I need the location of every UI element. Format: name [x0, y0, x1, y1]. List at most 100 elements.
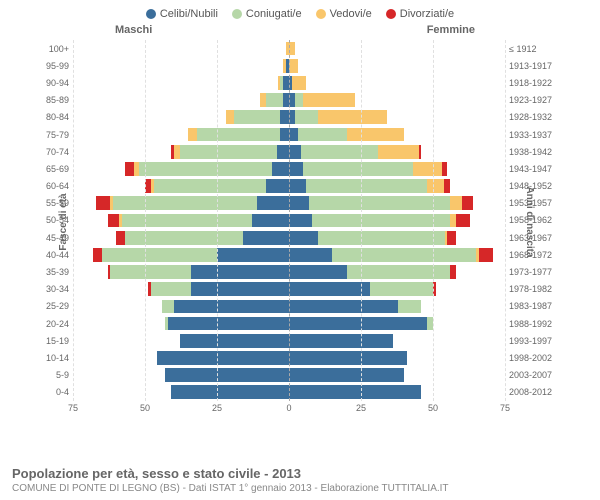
- seg-married: [332, 248, 476, 262]
- seg-married: [266, 93, 283, 107]
- grid-line: [433, 40, 434, 401]
- seg-single: [289, 162, 303, 176]
- age-label: 45-49: [35, 233, 69, 243]
- seg-single: [174, 300, 289, 314]
- seg-divorced: [479, 248, 493, 262]
- seg-widowed: [450, 196, 462, 210]
- seg-married: [151, 282, 191, 296]
- seg-married: [312, 214, 450, 228]
- seg-married: [125, 231, 243, 245]
- seg-single: [257, 196, 289, 210]
- seg-married: [180, 145, 278, 159]
- female-bar: [289, 59, 505, 73]
- seg-divorced: [96, 196, 110, 210]
- year-label: 1918-1922: [509, 78, 565, 88]
- chart-subtitle: COMUNE DI PONTE DI LEGNO (BS) - Dati IST…: [12, 483, 588, 494]
- male-bar: [73, 110, 289, 124]
- age-label: 30-34: [35, 284, 69, 294]
- seg-single: [243, 231, 289, 245]
- x-axis: 7550250255075: [73, 403, 505, 419]
- male-bar: [73, 179, 289, 193]
- seg-widowed: [292, 76, 306, 90]
- female-bar: [289, 214, 505, 228]
- female-label: Femmine: [427, 24, 475, 36]
- seg-single: [266, 179, 289, 193]
- male-bar: [73, 231, 289, 245]
- legend-swatch: [316, 9, 326, 19]
- seg-single: [289, 368, 404, 382]
- age-label: 20-24: [35, 319, 69, 329]
- seg-married: [139, 162, 271, 176]
- seg-married: [234, 110, 280, 124]
- age-label: 60-64: [35, 181, 69, 191]
- year-label: 1963-1967: [509, 233, 565, 243]
- year-label: 1948-1952: [509, 181, 565, 191]
- legend-swatch: [386, 9, 396, 19]
- year-label: 1968-1972: [509, 250, 565, 260]
- seg-single: [289, 265, 347, 279]
- male-bar: [73, 93, 289, 107]
- seg-married: [398, 300, 421, 314]
- age-label: 95-99: [35, 61, 69, 71]
- seg-single: [191, 265, 289, 279]
- legend-item: Divorziati/e: [386, 8, 454, 20]
- seg-widowed: [427, 179, 444, 193]
- year-label: 1958-1962: [509, 215, 565, 225]
- legend-label: Divorziati/e: [400, 8, 454, 20]
- male-bar: [73, 351, 289, 365]
- age-label: 5-9: [35, 370, 69, 380]
- seg-single: [289, 317, 427, 331]
- female-bar: [289, 162, 505, 176]
- age-label: 35-39: [35, 267, 69, 277]
- seg-married: [370, 282, 433, 296]
- chart-title: Popolazione per età, sesso e stato civil…: [12, 466, 588, 481]
- seg-divorced: [462, 196, 474, 210]
- seg-widowed: [413, 162, 442, 176]
- seg-married: [295, 110, 318, 124]
- seg-married: [102, 248, 217, 262]
- grid-line: [361, 40, 362, 401]
- seg-single: [289, 351, 407, 365]
- x-tick: 50: [428, 403, 438, 413]
- seg-single: [252, 214, 289, 228]
- female-bar: [289, 282, 505, 296]
- female-bar: [289, 385, 505, 399]
- female-bar: [289, 128, 505, 142]
- age-label: 85-89: [35, 95, 69, 105]
- age-label: 100+: [35, 44, 69, 54]
- seg-single: [289, 300, 398, 314]
- seg-single: [277, 145, 289, 159]
- female-bar: [289, 317, 505, 331]
- seg-divorced: [442, 162, 448, 176]
- seg-married: [301, 145, 379, 159]
- male-bar: [73, 317, 289, 331]
- seg-married: [154, 179, 266, 193]
- x-tick: 25: [356, 403, 366, 413]
- seg-widowed: [378, 145, 418, 159]
- legend-label: Celibi/Nubili: [160, 8, 218, 20]
- seg-single: [272, 162, 289, 176]
- male-bar: [73, 128, 289, 142]
- seg-single: [217, 248, 289, 262]
- male-bar: [73, 300, 289, 314]
- seg-widowed: [318, 110, 387, 124]
- year-label: 1913-1917: [509, 61, 565, 71]
- year-label: 1993-1997: [509, 336, 565, 346]
- year-label: 1943-1947: [509, 164, 565, 174]
- seg-widowed: [289, 59, 298, 73]
- seg-divorced: [116, 231, 125, 245]
- female-bar: [289, 196, 505, 210]
- legend-item: Celibi/Nubili: [146, 8, 218, 20]
- age-label: 15-19: [35, 336, 69, 346]
- seg-single: [289, 231, 318, 245]
- grid-line: [505, 40, 506, 401]
- seg-married: [122, 214, 252, 228]
- seg-single: [171, 385, 289, 399]
- female-bar: [289, 110, 505, 124]
- age-label: 25-29: [35, 301, 69, 311]
- seg-single: [180, 334, 289, 348]
- seg-single: [280, 128, 289, 142]
- x-tick: 0: [286, 403, 291, 413]
- female-bar: [289, 351, 505, 365]
- seg-single: [191, 282, 289, 296]
